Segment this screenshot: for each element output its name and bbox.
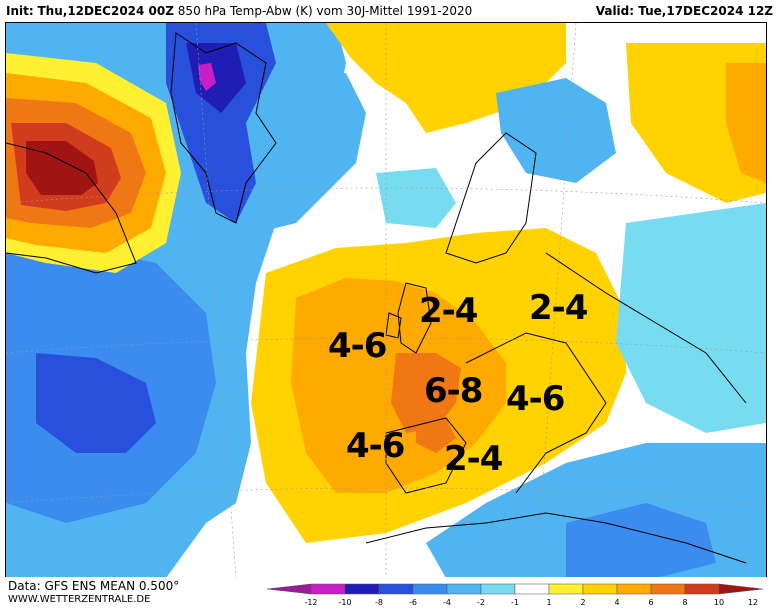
anomaly-label-iberia: 4-6 (346, 426, 405, 466)
map-frame: 2-4 2-4 4-6 6-8 4-6 4-6 2-4 (5, 22, 767, 579)
legend-tick-label: 10 (714, 598, 724, 607)
canada-coast (6, 142, 137, 274)
scandinavia-coast (445, 132, 537, 264)
anomaly-label-uk-north: 2-4 (419, 291, 478, 331)
greenland-coast (170, 32, 277, 224)
legend-swatch (650, 583, 686, 595)
legend-swatch (266, 583, 312, 595)
warm-anomaly-france (391, 353, 461, 433)
legend-swatch (412, 583, 448, 595)
ireland-coast (385, 312, 402, 339)
data-source: Data: GFS ENS MEAN 0.500° (8, 579, 180, 593)
legend-swatch (718, 583, 764, 595)
valid-value: Tue,17DEC2024 12Z (638, 4, 773, 18)
map-title: 850 hPa Temp-Abw (K) vom 30J-Mittel 1991… (177, 4, 473, 18)
legend-swatch (616, 583, 652, 595)
graticule (6, 23, 766, 578)
legend-tick-label: 1 (546, 598, 551, 607)
legend-tick-label: 12 (748, 598, 758, 607)
legend-tick-label: -12 (304, 598, 317, 607)
legend-tick-label: -4 (443, 598, 451, 607)
legend-tick-label: 2 (580, 598, 585, 607)
legend-swatch (310, 583, 346, 595)
color-legend: -12 -10 -8 -6 -4 -2 -1 1 2 4 6 8 10 12 (266, 583, 764, 607)
legend-tick-label: 4 (614, 598, 619, 607)
anomaly-label-mediterranean: 2-4 (444, 439, 503, 479)
coastlines (6, 32, 747, 564)
cold-anomaly-norwegian-sea (376, 168, 456, 228)
cold-anomaly-greenland-sea (256, 73, 366, 233)
eastern-europe-coast (545, 252, 747, 404)
warm-anomaly-iberia (416, 418, 456, 453)
cold-anomaly-barents (496, 78, 616, 183)
warm-anomaly-canada-peak (26, 141, 98, 195)
legend-tick-label: -10 (338, 598, 351, 607)
north-africa-coast (365, 512, 747, 564)
cold-anomaly-africa (566, 503, 716, 578)
legend-swatch (344, 583, 380, 595)
cold-anomaly-greenland-core (186, 43, 246, 113)
warm-anomaly-northeast-core (726, 63, 766, 183)
legend-swatch (446, 583, 482, 595)
anomaly-label-alps: 4-6 (506, 379, 565, 419)
header: Init: Thu,12DEC2024 00Z 850 hPa Temp-Abw… (0, 0, 783, 22)
legend-swatch (548, 583, 584, 595)
legend-swatch (378, 583, 414, 595)
valid-info: Valid: Tue,17DEC2024 12Z (596, 0, 773, 22)
anomaly-label-atlantic: 4-6 (328, 326, 387, 366)
cold-anomaly-greenland-extreme (198, 63, 216, 91)
init-value: Thu,12DEC2024 00Z (37, 4, 174, 18)
legend-swatch (514, 583, 550, 595)
cold-anomaly-east (616, 203, 766, 433)
mainland-europe-coast (465, 332, 607, 494)
valid-label: Valid: (595, 4, 635, 18)
init-info: Init: Thu,12DEC2024 00Z 850 hPa Temp-Abw… (6, 0, 472, 22)
legend-tick-label: -2 (477, 598, 485, 607)
britain-coast (397, 282, 432, 354)
legend-tick-label: -8 (375, 598, 383, 607)
legend-tick-label: 6 (648, 598, 653, 607)
legend-tick-label: 8 (682, 598, 687, 607)
cold-anomaly-west-core (36, 353, 156, 453)
anomaly-label-central-europe: 2-4 (529, 288, 588, 328)
init-label: Init: (6, 4, 34, 18)
legend-tick-label: -6 (409, 598, 417, 607)
anomaly-label-france: 6-8 (424, 371, 483, 411)
website: WWW.WETTERZENTRALE.DE (8, 594, 151, 605)
anomaly-map (6, 23, 766, 578)
legend-swatch (480, 583, 516, 595)
legend-swatch (582, 583, 618, 595)
legend-tick-label: -1 (511, 598, 519, 607)
legend-swatch (684, 583, 720, 595)
